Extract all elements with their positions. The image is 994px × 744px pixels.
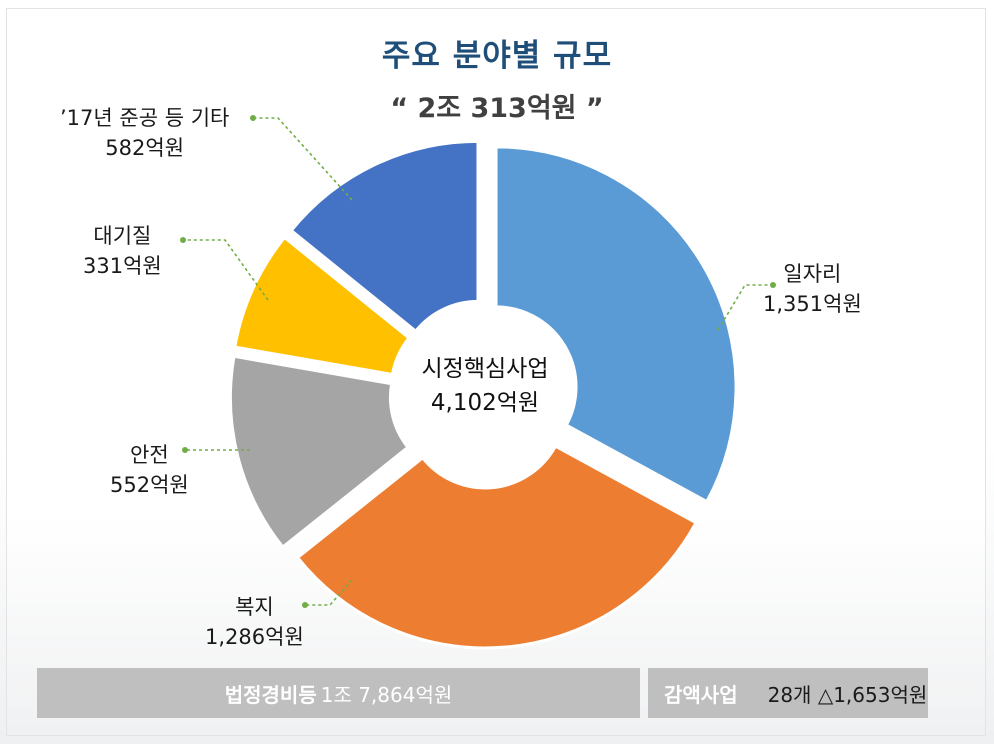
label-safety-name: 안전 xyxy=(130,443,169,467)
slice-safety xyxy=(228,354,410,550)
legal-expense-label: 법정경비등 xyxy=(224,682,317,707)
label-safety: 안전 552억원 xyxy=(110,440,189,500)
legal-expense-value: 1조 7,864억원 xyxy=(320,682,453,707)
center-label-name: 시정핵심사업 xyxy=(421,356,549,382)
label-safety-value: 552억원 xyxy=(110,473,189,497)
slice-jobs xyxy=(494,145,738,504)
label-other-value: 582억원 xyxy=(105,136,185,160)
chart-subtitle: “ 2조 313억원 ” xyxy=(390,93,604,124)
label-welfare-name: 복지 xyxy=(235,595,274,619)
leader-jobs-dot xyxy=(770,282,776,288)
label-air-quality-name: 대기질 xyxy=(93,224,152,248)
slice-welfare xyxy=(295,444,699,650)
label-other-name: ’17년 준공 등 기타 xyxy=(60,106,230,130)
leader-welfare-dot xyxy=(302,602,308,608)
cut-project-bar: 감액사업 28개 △1,653억원 xyxy=(648,668,928,718)
center-label: 시정핵심사업 4,102억원 xyxy=(385,352,585,420)
center-label-value: 4,102억원 xyxy=(430,390,540,416)
cut-project-value: 28개 △1,653억원 xyxy=(767,682,928,707)
label-other: ’17년 준공 등 기타 582억원 xyxy=(60,103,229,163)
legal-expense-bar: 법정경비등 1조 7,864억원 xyxy=(37,668,640,718)
leader-air-quality-dot xyxy=(180,237,186,243)
slice-air-quality xyxy=(233,235,412,377)
label-jobs-name: 일자리 xyxy=(783,262,842,286)
leader-air-quality xyxy=(183,239,269,301)
label-welfare-value: 1,286억원 xyxy=(205,625,304,649)
label-jobs-value: 1,351억원 xyxy=(763,292,862,316)
label-welfare: 복지 1,286억원 xyxy=(205,592,304,652)
label-jobs: 일자리 1,351억원 xyxy=(763,259,862,319)
leader-other-dot xyxy=(250,115,256,121)
label-air-quality: 대기질 331억원 xyxy=(83,221,162,281)
leader-welfare xyxy=(305,579,353,606)
leader-safety-dot xyxy=(182,447,188,453)
label-air-quality-value: 331억원 xyxy=(83,254,162,278)
chart-title: 주요 분야별 규모 xyxy=(381,38,613,74)
slice-other xyxy=(289,139,480,334)
cut-project-label: 감액사업 xyxy=(664,682,738,707)
leader-other xyxy=(253,117,353,201)
donut-hole xyxy=(400,310,568,478)
